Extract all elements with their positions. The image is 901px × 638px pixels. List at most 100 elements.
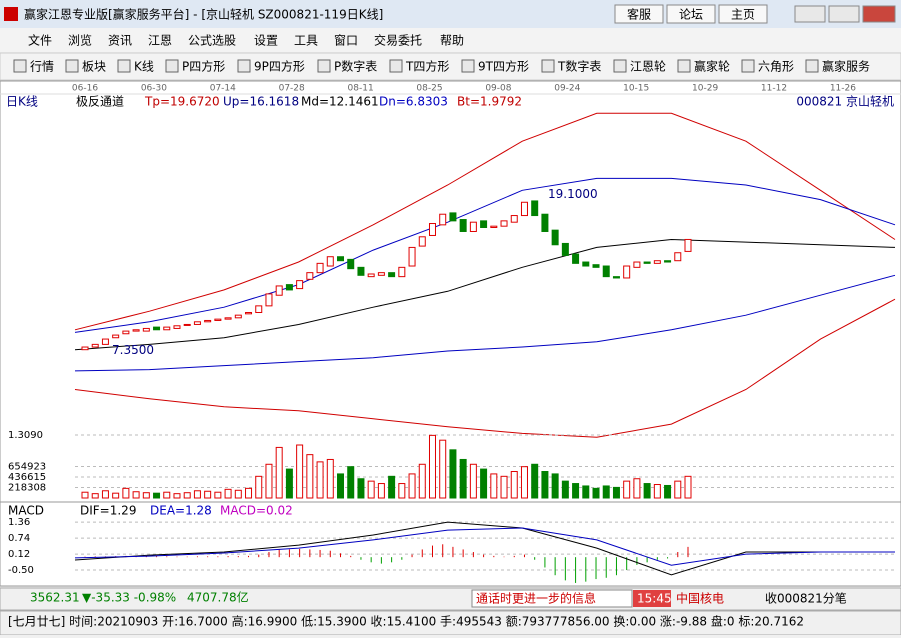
tool-icon[interactable]	[13, 59, 27, 73]
channel-line	[74, 298, 896, 438]
tool-item[interactable]: K线	[134, 60, 154, 74]
tool-item[interactable]: 板块	[82, 60, 106, 74]
candle	[480, 220, 488, 228]
menu-item[interactable]: 交易委托	[374, 33, 422, 48]
menu-item[interactable]: 窗口	[334, 34, 358, 48]
menu-item[interactable]: 工具	[294, 34, 318, 48]
candle	[582, 261, 590, 267]
candle	[132, 329, 140, 332]
tool-item[interactable]: 江恩轮	[630, 60, 666, 74]
candle	[245, 312, 253, 315]
tool-item[interactable]: T四方形	[405, 59, 449, 74]
header-button[interactable]: 论坛	[679, 8, 703, 22]
candle	[388, 272, 396, 278]
candle	[674, 252, 682, 262]
volume-bar	[592, 487, 600, 499]
candle	[214, 318, 222, 321]
tool-item[interactable]: 赢家服务	[822, 59, 870, 74]
candle	[153, 326, 161, 331]
volume-bar	[664, 484, 672, 499]
candle	[183, 323, 191, 326]
menu-item[interactable]: 浏览	[68, 33, 92, 48]
header-button-box[interactable]	[666, 4, 716, 24]
menu-item[interactable]: 江恩	[148, 34, 172, 48]
volume-bar	[296, 444, 304, 499]
volume-bar	[122, 487, 130, 499]
ticker-box	[471, 589, 633, 608]
volume-bar	[398, 483, 406, 499]
window-controls[interactable]	[794, 5, 896, 23]
tool-item[interactable]: P数字表	[334, 59, 377, 74]
candle	[398, 266, 406, 278]
volume-bar	[275, 446, 283, 499]
tool-item[interactable]: T数字表	[557, 59, 601, 74]
candle	[449, 212, 457, 222]
volume-bar	[101, 490, 109, 499]
tool-icon[interactable]	[461, 59, 475, 73]
menu-item[interactable]: 公式选股	[188, 34, 236, 48]
volume-bar	[408, 473, 416, 499]
tool-icon[interactable]	[541, 59, 555, 73]
header-button[interactable]: 客服	[627, 7, 651, 22]
candle	[684, 238, 692, 252]
tool-icon[interactable]	[237, 59, 251, 73]
maximize[interactable]	[828, 5, 860, 23]
menu-item[interactable]: 文件	[28, 33, 52, 48]
date-tick: 10-15	[623, 84, 649, 94]
header-button-box[interactable]	[614, 4, 664, 24]
date-tick: 06-30	[141, 84, 167, 94]
tool-icon[interactable]	[317, 59, 331, 73]
tool-icon[interactable]	[741, 59, 755, 73]
volume-bar	[173, 493, 181, 499]
info-text: [七月廿七] 时间:20210903 开:16.7000 高:16.9900 低…	[8, 614, 804, 629]
volume-bar	[183, 492, 191, 499]
menu-item[interactable]: 设置	[254, 34, 278, 48]
tool-icon[interactable]	[677, 59, 691, 73]
candle	[664, 260, 672, 263]
time: 15:45	[637, 592, 672, 606]
close[interactable]	[862, 5, 896, 23]
volume-bar	[623, 480, 631, 499]
candle	[265, 293, 273, 307]
tool-item[interactable]: 9P四方形	[254, 59, 305, 74]
tool-item[interactable]: 9T四方形	[478, 59, 529, 74]
volume-bar	[163, 491, 171, 499]
header-button-box[interactable]	[718, 4, 768, 24]
volume-bar	[551, 473, 559, 499]
tool-icon[interactable]	[805, 59, 819, 73]
candle	[377, 272, 385, 276]
volume-bar	[449, 449, 457, 499]
candle	[459, 219, 467, 232]
tool-icon[interactable]	[117, 59, 131, 73]
tool-icon[interactable]	[165, 59, 179, 73]
menu-item[interactable]: 帮助	[440, 34, 464, 48]
tool-item[interactable]: P四方形	[182, 59, 225, 74]
volume-bar	[193, 490, 201, 499]
tool-icon[interactable]	[389, 59, 403, 73]
time-box	[633, 590, 671, 607]
tool-item[interactable]: 行情	[30, 60, 54, 74]
tick-detail[interactable]: 收000821分笔	[765, 591, 847, 606]
volume-bar	[306, 454, 314, 499]
header-button[interactable]: 主页	[731, 8, 755, 22]
volume-bar	[418, 463, 426, 499]
tool-item[interactable]: 六角形	[758, 60, 794, 74]
tool-item[interactable]: 赢家轮	[694, 59, 730, 74]
minimize[interactable]	[794, 5, 826, 23]
candle	[296, 280, 304, 290]
channel-line	[74, 238, 896, 351]
price-annotation: 7.3500	[112, 343, 154, 357]
tool-icon[interactable]	[613, 59, 627, 73]
volume-bar	[112, 492, 120, 499]
candle	[122, 330, 130, 335]
indicator-param: Dn=6.8303	[379, 95, 448, 109]
date-tick: 08-25	[416, 84, 442, 94]
tool-icon[interactable]	[65, 59, 79, 73]
macd-param: DIF=1.29	[80, 504, 136, 518]
indicator-param: Md=12.1461	[301, 95, 379, 109]
channel-line	[74, 274, 896, 372]
volume-bar	[633, 478, 641, 499]
menu-item[interactable]: 资讯	[108, 34, 132, 48]
y-tick-label: 0.12	[8, 549, 30, 560]
volume-bar	[541, 471, 549, 499]
